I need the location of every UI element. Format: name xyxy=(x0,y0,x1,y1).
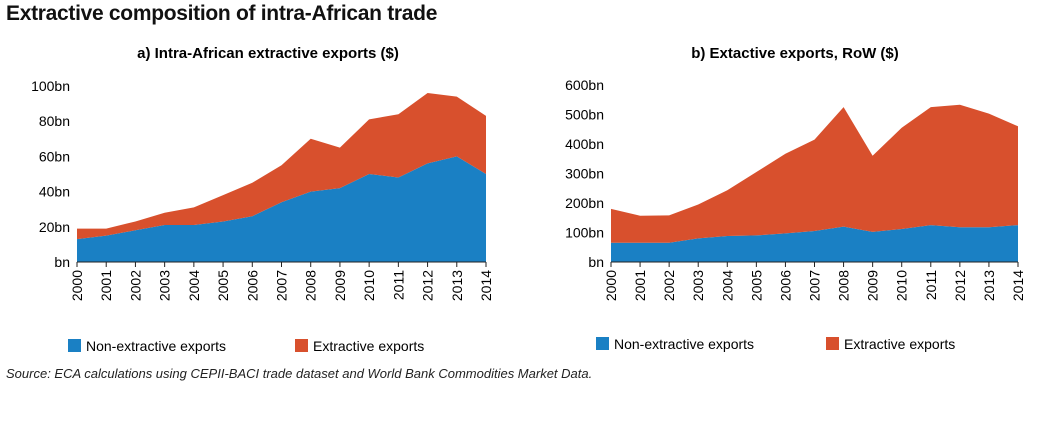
y-tick-label: 400bn xyxy=(565,136,604,152)
legend-swatch xyxy=(68,339,81,352)
x-tick-label: 2008 xyxy=(836,270,852,301)
x-tick-label: 2003 xyxy=(157,270,173,301)
y-tick-label: 600bn xyxy=(565,77,604,93)
y-tick-label: 500bn xyxy=(565,107,604,123)
y-tick-label: 80bn xyxy=(39,113,70,129)
x-tick-label: 2009 xyxy=(332,270,348,301)
x-tick-label: 2001 xyxy=(98,270,114,301)
legend-label: Non-extractive exports xyxy=(86,338,226,354)
legend-swatch xyxy=(596,337,609,350)
y-tick-label: 100bn xyxy=(565,225,604,241)
y-tick-label: 60bn xyxy=(39,148,70,164)
x-tick-label: 2014 xyxy=(478,270,494,301)
legend-label: Non-extractive exports xyxy=(614,336,754,352)
x-tick-label: 2006 xyxy=(244,270,260,301)
x-tick-label: 2001 xyxy=(632,270,648,301)
x-tick-label: 2005 xyxy=(748,270,764,301)
area-series-extractive xyxy=(77,93,486,240)
x-tick-label: 2012 xyxy=(420,270,436,301)
area-series-non-extractive xyxy=(77,156,486,262)
panel-title: a) Intra-African extractive exports ($) xyxy=(137,45,399,62)
y-tick-label: 100bn xyxy=(31,78,70,94)
y-tick-label: bn xyxy=(54,254,70,270)
y-tick-label: 20bn xyxy=(39,219,70,235)
x-tick-label: 2004 xyxy=(186,270,202,301)
x-tick-label: 2005 xyxy=(215,270,231,301)
panel-b: b) Extactive exports, RoW ($) 2000 2001 200… xyxy=(565,45,1026,352)
panel-title: b) Extactive exports, RoW ($) xyxy=(691,45,899,62)
x-tick-label: 2002 xyxy=(661,270,677,301)
y-tick-label: 300bn xyxy=(565,166,604,182)
area-series-extractive xyxy=(611,104,1018,243)
legend-swatch xyxy=(295,339,308,352)
x-tick-label: 2010 xyxy=(894,270,910,301)
x-tick-label: 2006 xyxy=(777,270,793,301)
source-note: Source: ECA calculations using CEPII-BAC… xyxy=(6,366,593,381)
x-tick-label: 2000 xyxy=(69,270,85,301)
x-tick-label: 2011 xyxy=(923,270,939,300)
x-tick-label: 2004 xyxy=(719,270,735,301)
x-tick-label: 2012 xyxy=(952,270,968,301)
x-tick-label: 2009 xyxy=(865,270,881,301)
y-tick-label: bn xyxy=(588,254,604,270)
x-tick-label: 2007 xyxy=(807,270,823,301)
area-series-non-extractive xyxy=(611,225,1018,262)
x-tick-label: 2007 xyxy=(274,270,290,301)
y-tick-label: 40bn xyxy=(39,184,70,200)
y-tick-label: 200bn xyxy=(565,195,604,211)
x-tick-label: 2003 xyxy=(690,270,706,301)
x-tick-label: 2002 xyxy=(127,270,143,301)
x-tick-label: 2013 xyxy=(449,270,465,301)
x-tick-label: 2008 xyxy=(303,270,319,301)
legend-label: Extractive exports xyxy=(844,336,955,352)
legend-swatch xyxy=(826,337,839,350)
x-tick-label: 2010 xyxy=(361,270,377,301)
x-tick-label: 2000 xyxy=(603,270,619,301)
figure-title: Extractive composition of intra-African … xyxy=(6,2,438,25)
x-tick-label: 2014 xyxy=(1010,270,1026,301)
legend-label: Extractive exports xyxy=(313,338,424,354)
panel-a: a) Intra-African extractive exports ($) 2… xyxy=(31,45,494,354)
x-tick-label: 2013 xyxy=(981,270,997,301)
x-tick-label: 2011 xyxy=(390,270,406,300)
